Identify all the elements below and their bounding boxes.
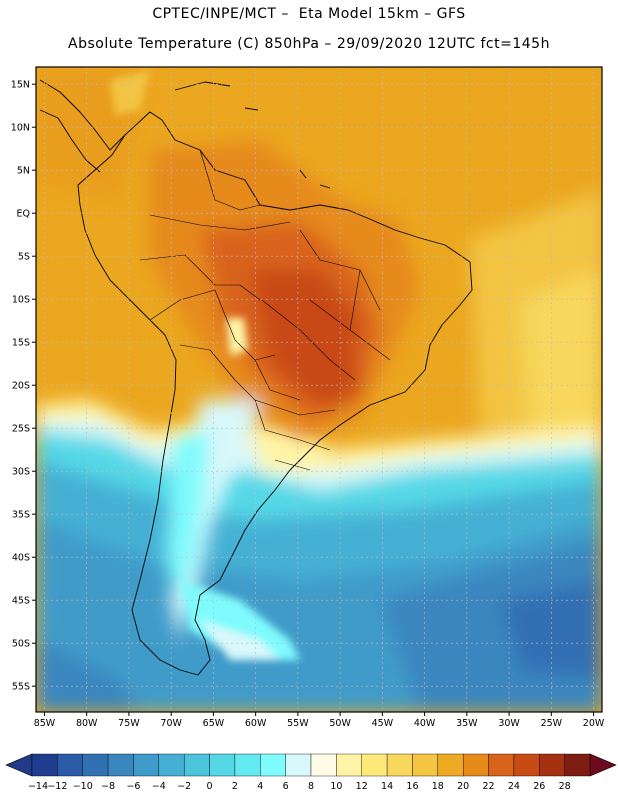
lon-label: 55W xyxy=(287,718,309,729)
colorbar-swatch xyxy=(310,753,337,777)
colorbar-label: 10 xyxy=(330,781,342,792)
lon-label: 60W xyxy=(245,718,267,729)
colorbar-label: 16 xyxy=(406,781,418,792)
colorbar-label: −8 xyxy=(101,781,115,792)
colorbar-label: 18 xyxy=(432,781,444,792)
colorbar-label: −6 xyxy=(126,781,140,792)
lat-label: EQ xyxy=(17,209,30,220)
lon-label: 25W xyxy=(541,718,563,729)
colorbar-swatch xyxy=(234,753,261,777)
colorbar-swatch xyxy=(539,753,565,777)
colorbar-over-arrow xyxy=(589,753,617,777)
lat-label: 30S xyxy=(12,467,30,478)
colorbar-swatch xyxy=(285,753,312,777)
colorbar xyxy=(5,753,617,777)
colorbar-label: 28 xyxy=(559,781,571,792)
lon-label: 65W xyxy=(203,718,225,729)
colorbar-label: −12 xyxy=(47,781,67,792)
lon-label: 80W xyxy=(76,718,98,729)
map-title-line2: Absolute Temperature (C) 850hPa – 29/09/… xyxy=(68,36,550,52)
colorbar-swatch xyxy=(133,753,160,777)
lon-label: 75W xyxy=(118,718,140,729)
colorbar-label: 4 xyxy=(257,781,263,792)
colorbar-swatch xyxy=(386,753,413,777)
lat-axis-labels: 15N 10N 5N EQ 5S 10S 15S 20S 25S 30S 35S 40S 45S 50S 5… xyxy=(11,80,30,693)
lat-label: 15S xyxy=(12,338,30,349)
lon-label: 70W xyxy=(160,718,182,729)
lon-label: 30W xyxy=(498,718,520,729)
colorbar-label: 2 xyxy=(232,781,238,792)
lon-label: 50W xyxy=(329,718,351,729)
colorbar-swatch xyxy=(260,753,286,777)
map-title-line1: CPTEC/INPE/MCT – Eta Model 15km – GFS xyxy=(152,6,466,22)
colorbar-label: 24 xyxy=(508,781,520,792)
lat-label: 45S xyxy=(12,596,30,607)
colorbar-label: 14 xyxy=(381,781,393,792)
country-borders xyxy=(139,149,391,471)
lat-label: 10N xyxy=(11,123,30,134)
colorbar-label: 26 xyxy=(533,781,545,792)
lon-label: 45W xyxy=(372,718,394,729)
colorbar-swatch xyxy=(361,753,388,777)
lon-axis-labels: 85W 80W 75W 70W 65W 60W 55W 50W 45W 40W 35W 30W 25W 2… xyxy=(34,718,605,729)
colorbar-swatch xyxy=(437,753,464,777)
lat-label: 35S xyxy=(12,510,30,521)
lat-label: 55S xyxy=(12,682,30,693)
colorbar-swatch xyxy=(31,753,58,777)
lat-label: 50S xyxy=(12,639,30,650)
axis-ticks xyxy=(32,83,595,716)
south-america-coastline xyxy=(77,111,473,676)
map-frame xyxy=(35,66,603,713)
lon-label: 85W xyxy=(34,718,56,729)
colorbar-label: 12 xyxy=(356,781,368,792)
colorbar-label: 0 xyxy=(207,781,213,792)
colorbar-label: 22 xyxy=(482,781,494,792)
lat-label: 25S xyxy=(12,424,30,435)
colorbar-under-arrow xyxy=(5,753,33,777)
colorbar-swatch xyxy=(462,753,489,777)
lat-label: 5N xyxy=(17,166,30,177)
lat-label: 5S xyxy=(18,252,30,263)
colorbar-swatch xyxy=(564,753,591,777)
lon-label: 20W xyxy=(583,718,605,729)
temperature-field xyxy=(36,67,602,712)
lat-label: 15N xyxy=(11,80,30,91)
lon-label: 35W xyxy=(456,718,478,729)
colorbar-label: 20 xyxy=(457,781,469,792)
colorbar-swatch xyxy=(57,753,83,777)
colorbar-labels: −14 −12 −10 −8 −6 −4 −2 0 2 4 6 8 10 12 14 16 18 20 22 24 26… xyxy=(28,781,571,792)
colorbar-swatch xyxy=(209,753,236,777)
colorbar-label: −2 xyxy=(177,781,191,792)
lon-label: 40W xyxy=(414,718,436,729)
colorbar-swatch xyxy=(82,753,109,777)
caribbean-islands xyxy=(174,81,331,189)
colorbar-label: 6 xyxy=(283,781,289,792)
colorbar-swatch xyxy=(336,753,362,777)
colorbar-label: −14 xyxy=(28,781,48,792)
colorbar-label: 8 xyxy=(308,781,314,792)
colorbar-swatch xyxy=(513,753,540,777)
colorbar-label: −10 xyxy=(73,781,93,792)
colorbar-swatch xyxy=(488,753,515,777)
colorbar-label: −4 xyxy=(152,781,166,792)
colorbar-swatch xyxy=(107,753,134,777)
colorbar-swatch xyxy=(412,753,439,777)
colorbar-swatch xyxy=(183,753,210,777)
central-america-coast xyxy=(39,79,126,173)
lat-label: 40S xyxy=(12,553,30,564)
lat-label: 10S xyxy=(12,295,30,306)
graticule xyxy=(36,67,602,712)
colorbar-swatch xyxy=(158,753,185,777)
lat-label: 20S xyxy=(12,381,30,392)
coastline-borders xyxy=(39,79,473,676)
